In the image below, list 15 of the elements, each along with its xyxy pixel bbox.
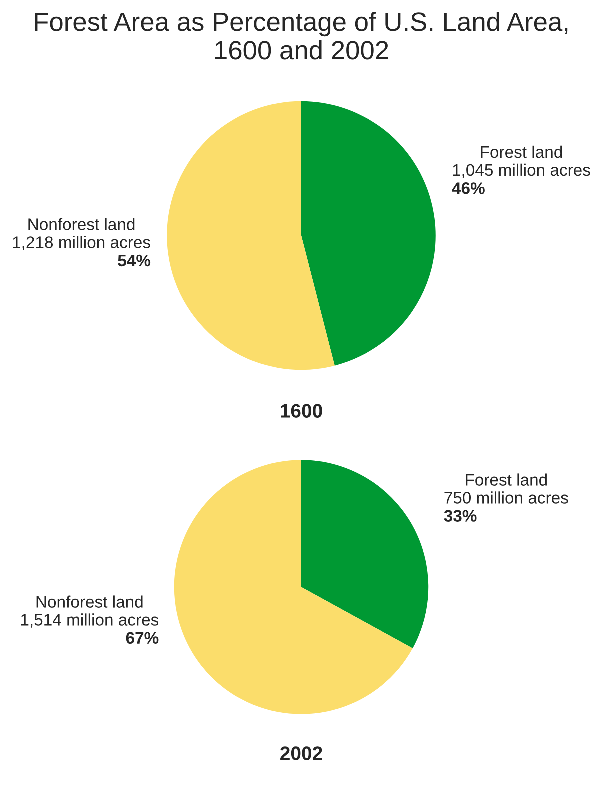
slice-label: Nonforest land xyxy=(36,596,143,608)
slice-label: Forest land xyxy=(481,146,562,158)
text: 1600 xyxy=(281,404,322,418)
pie-slice xyxy=(174,460,413,714)
pie-slice xyxy=(167,101,335,370)
chart-title: Forest Area as Percentage of U.S. Land Area, 1600 and 2002 xyxy=(35,12,568,60)
slice-label: Nonforest land xyxy=(28,218,135,230)
data-label: 1,045 million acres 46% xyxy=(452,164,590,194)
text: 2002 xyxy=(280,746,322,760)
data-label: 1,514 million acres 67% xyxy=(21,614,159,644)
pie-slice xyxy=(302,101,436,366)
data-label: 1,218 million acres 54% xyxy=(13,236,151,267)
data-label: 750 million acres 33% xyxy=(444,492,568,522)
pie-slice xyxy=(302,460,429,648)
slice-label: Forest land xyxy=(466,474,548,486)
